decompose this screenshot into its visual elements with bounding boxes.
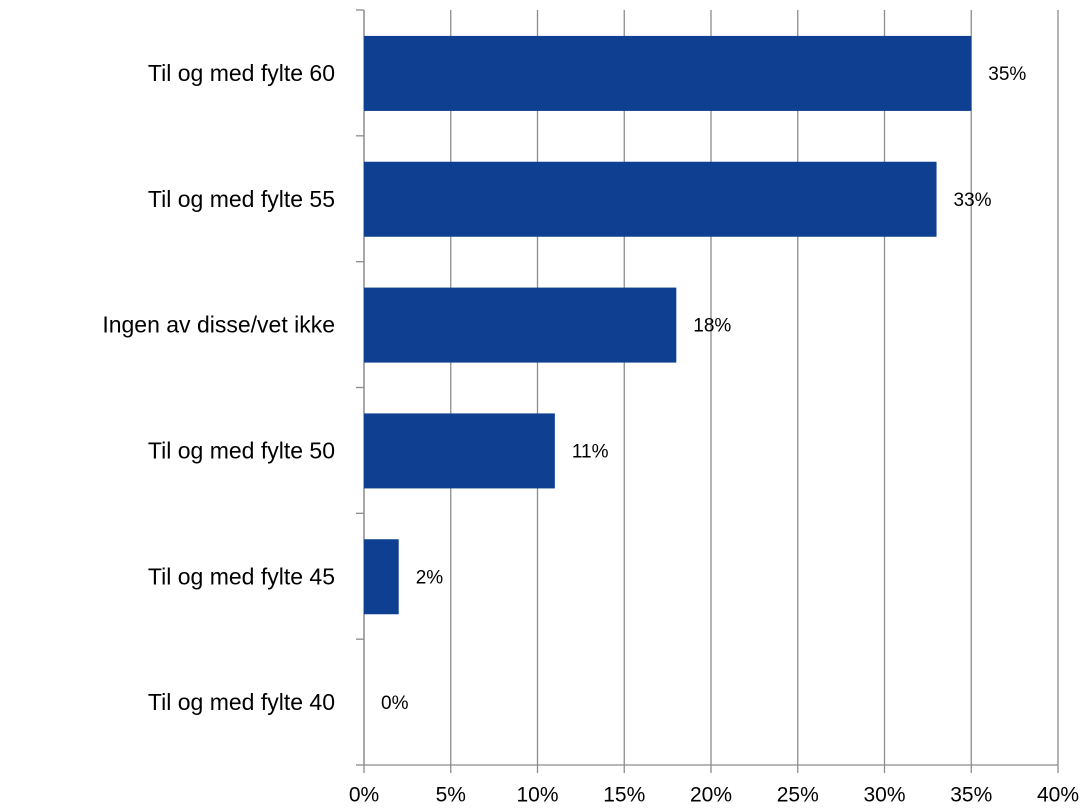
- x-tick-label: 10%: [516, 784, 558, 807]
- value-label: 35%: [988, 64, 1026, 85]
- value-label: 0%: [381, 693, 409, 714]
- bar: [364, 287, 677, 363]
- y-tick-label: Til og med fylte 40: [148, 689, 335, 715]
- y-tick-label: Til og med fylte 45: [148, 563, 335, 589]
- y-tick-label: Til og med fylte 50: [148, 437, 335, 463]
- x-tick-label: 30%: [863, 784, 905, 807]
- y-tick-label: Til og med fylte 55: [148, 186, 335, 212]
- value-label: 18%: [693, 316, 731, 337]
- x-tick-label: 40%: [1037, 784, 1079, 807]
- value-label: 2%: [416, 567, 444, 588]
- x-tick-label: 15%: [603, 784, 645, 807]
- y-tick-label: Ingen av disse/vet ikke: [102, 312, 335, 338]
- x-tick-label: 20%: [690, 784, 732, 807]
- x-tick-label: 35%: [950, 784, 992, 807]
- bar: [364, 539, 399, 615]
- bar: [364, 161, 937, 237]
- x-tick-label: 0%: [349, 784, 379, 807]
- bar: [364, 413, 555, 489]
- y-tick-label: Til og med fylte 60: [148, 60, 335, 86]
- x-tick-label: 5%: [436, 784, 466, 807]
- value-label: 33%: [954, 190, 992, 211]
- bar: [364, 35, 972, 111]
- x-tick-label: 25%: [777, 784, 819, 807]
- value-label: 11%: [572, 441, 609, 462]
